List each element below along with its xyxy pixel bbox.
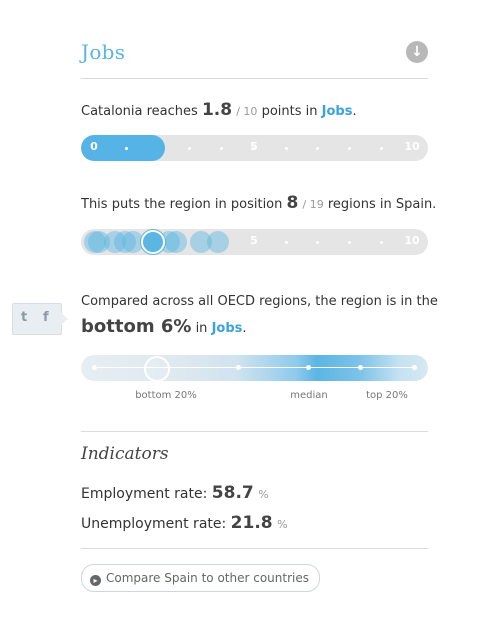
score-denominator: / 10 [236, 105, 258, 118]
score-middle: points in [261, 104, 318, 119]
region-bubble[interactable] [165, 231, 187, 253]
score-sentence: Catalonia reaches 1.8 / 10 points in Job… [81, 100, 357, 120]
scale-line [93, 367, 416, 368]
position-bar-dot [347, 241, 351, 244]
score-bar-dot [219, 147, 223, 150]
divider [81, 431, 428, 432]
scale-label-bottom: bottom 20% [135, 390, 197, 401]
region-bubble[interactable] [207, 231, 229, 253]
collapse-arrow-icon[interactable]: ↓ [406, 41, 428, 63]
twitter-icon[interactable]: t [21, 310, 28, 325]
scale-dot-median [305, 365, 311, 370]
scale-label-top: top 20% [366, 390, 408, 401]
position-bar-dot [379, 241, 383, 244]
unemployment-rate: Unemployment rate: 21.8 % [81, 513, 288, 533]
region-bubble[interactable] [84, 231, 106, 253]
employment-value: 58.7 [211, 483, 254, 503]
scale-label-median: median [290, 390, 328, 401]
position-tick-max: 10 [404, 234, 420, 247]
score-tick-max: 10 [404, 140, 420, 153]
compare-countries-button[interactable]: ▸ Compare Spain to other countries [81, 564, 320, 592]
oecd-middle: in [195, 321, 208, 336]
score-bar-dot [187, 147, 191, 150]
oecd-sentence-line1: Compared across all OECD regions, the re… [81, 294, 438, 309]
oecd-sentence-line2: bottom 6% in Jobs. [81, 316, 247, 337]
divider [81, 548, 428, 549]
oecd-distribution-scale [81, 355, 428, 382]
unemployment-label: Unemployment rate: [81, 516, 227, 532]
score-tick-mid: 5 [250, 140, 258, 153]
score-bar-dot [124, 147, 128, 150]
employment-unit: % [258, 488, 269, 501]
indicators-title: Indicators [81, 444, 169, 464]
compare-label: Compare Spain to other countries [106, 571, 309, 585]
score-bar-fill [81, 135, 165, 161]
section-title: Jobs [81, 40, 126, 64]
facebook-icon[interactable]: f [43, 310, 49, 325]
unemployment-unit: % [277, 518, 288, 531]
position-tick-mid: 5 [250, 234, 258, 247]
scale-dot-bottom20 [235, 365, 241, 370]
position-suffix: regions in Spain. [327, 197, 437, 212]
score-bar-dot [379, 147, 383, 150]
unemployment-value: 21.8 [230, 513, 273, 533]
position-value: 8 [286, 193, 299, 213]
oecd-topic-link[interactable]: Jobs [211, 321, 243, 336]
employment-rate: Employment rate: 58.7 % [81, 483, 269, 503]
employment-label: Employment rate: [81, 486, 208, 502]
region-percentile-marker[interactable] [144, 356, 170, 382]
region-bubble[interactable] [104, 231, 126, 253]
position-bar-dot [315, 241, 319, 244]
score-bar-dot [347, 147, 351, 150]
scale-dot-min [91, 365, 97, 370]
section-header: Jobs ↓ [81, 38, 428, 79]
score-tick-min: 0 [90, 140, 98, 153]
position-prefix: This puts the region in position [81, 197, 283, 212]
score-value: 1.8 [201, 100, 233, 120]
score-bar-dot [315, 147, 319, 150]
scale-dot-max [411, 365, 417, 370]
share-box: t f [12, 303, 68, 335]
oecd-period: . [242, 321, 247, 336]
score-bar-dot [251, 147, 255, 150]
score-prefix: Catalonia reaches [81, 104, 198, 119]
score-bar-dot [284, 147, 288, 150]
oecd-percentile: bottom 6% [81, 316, 192, 337]
score-period: . [352, 104, 357, 119]
arrow-circle-icon: ▸ [90, 575, 101, 586]
scale-dot-top20 [357, 365, 363, 370]
score-topic-link[interactable]: Jobs [321, 104, 353, 119]
selected-region-bubble[interactable] [141, 230, 165, 254]
position-denominator: / 19 [302, 198, 324, 211]
region-bubble[interactable] [122, 231, 144, 253]
region-bubble[interactable] [190, 231, 212, 253]
region-bubble[interactable] [114, 231, 136, 253]
score-bar: 0 5 10 [81, 135, 428, 161]
region-bubble[interactable] [88, 231, 110, 253]
position-bar: 5 10 [81, 229, 428, 255]
position-sentence: This puts the region in position 8 / 19 … [81, 193, 436, 213]
position-bar-dot [284, 241, 288, 244]
